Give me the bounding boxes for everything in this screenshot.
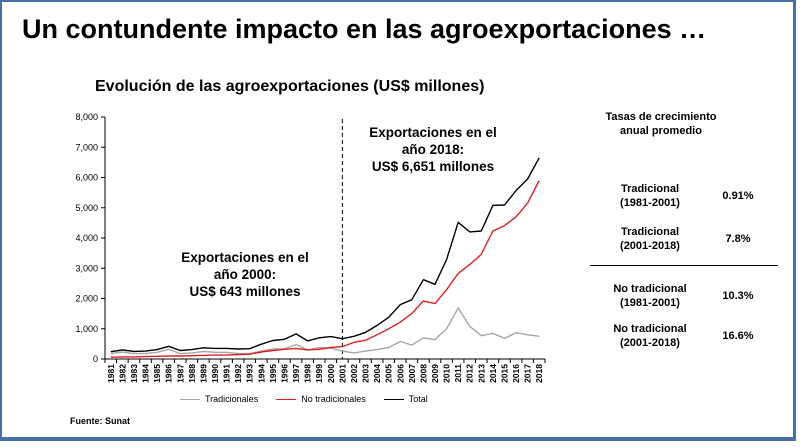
- source-note: Fuente: Sunat: [70, 416, 130, 426]
- slide-title: Un contundente impacto en las agroexport…: [22, 14, 707, 44]
- legend-label: Tradicionales: [205, 394, 259, 404]
- x-tick-label: 2002: [349, 364, 359, 383]
- x-tick-label: 1989: [198, 364, 208, 383]
- annotation-2018-line-3: US$ 6,651 millones: [371, 159, 495, 174]
- x-tick-label: 2017: [523, 364, 533, 383]
- annotation-2018-line-1: Exportaciones en el: [369, 125, 497, 140]
- rates-divider: [590, 265, 778, 266]
- rate-value: 7.8%: [725, 233, 751, 245]
- series-line-total: [110, 157, 540, 353]
- rate-label-period: (2001-2018): [620, 240, 680, 252]
- x-tick-label: 1981: [106, 364, 116, 383]
- x-tick-label: 2015: [499, 364, 509, 383]
- legend-swatch: [383, 398, 404, 400]
- x-tick-label: 2000: [326, 364, 336, 383]
- legend-item-tradicionales: Tradicionales: [180, 394, 258, 404]
- annotation-2018-line-2: año 2018:: [401, 142, 465, 157]
- series-line-tradicionales: [110, 307, 540, 355]
- x-tick-label: 2004: [372, 364, 382, 383]
- x-tick-label: 1993: [245, 364, 255, 383]
- legend-swatch: [180, 398, 200, 400]
- x-tick-label: 1988: [187, 364, 197, 383]
- y-tick-label: 1,000: [75, 324, 98, 334]
- rate-label-line: Tradicional: [620, 226, 680, 238]
- x-tick-label: 2010: [442, 364, 452, 383]
- x-tick-label: 1998: [303, 364, 313, 383]
- y-tick-label: 7,000: [75, 142, 98, 152]
- rate-label-period: (2001-2018): [620, 337, 680, 349]
- growth-rates-heading-line-1: Tasas de crecimiento: [605, 111, 717, 123]
- rate-label-period: (1981-2001): [620, 297, 680, 309]
- x-tick-label: 2001: [337, 364, 347, 383]
- rate-value: 0.91%: [722, 190, 754, 202]
- y-tick-label: 2,000: [75, 294, 98, 304]
- x-tick-label: 1997: [291, 364, 301, 383]
- x-tick-label: 1987: [175, 364, 185, 383]
- x-tick-label: 2007: [407, 364, 417, 383]
- annotation-2000-line-3: US$ 643 millones: [189, 284, 301, 299]
- legend-item-total: Total: [383, 394, 428, 404]
- chart-title: Evolución de las agroexportaciones (US$ …: [95, 78, 485, 95]
- rate-label-line: Tradicional: [620, 183, 680, 195]
- x-tick-label: 1994: [256, 364, 266, 383]
- x-tick-label: 2016: [511, 364, 521, 383]
- rate-label: Tradicional (2001-2018): [590, 225, 710, 253]
- x-tick-label: 1992: [233, 364, 243, 383]
- legend-item-no-tradicionales: No tradicionales: [276, 394, 366, 404]
- annotation-2000-line-1: Exportaciones en el: [181, 250, 309, 265]
- rate-value: 16.6%: [722, 330, 754, 342]
- growth-rates-heading: Tasas de crecimiento anual promedio: [576, 110, 746, 138]
- x-tick-label: 1990: [210, 364, 220, 383]
- x-tick-label: 2003: [361, 364, 371, 383]
- growth-rates-panel: Tasas de crecimiento anual promedio Trad…: [590, 110, 790, 349]
- annotation-2000-line-2: año 2000:: [213, 267, 277, 282]
- rate-label: Tradicional (1981-2001): [590, 182, 710, 210]
- chart-legend: Tradicionales No tradicionales Total: [180, 394, 428, 404]
- annotation-2000: Exportaciones en el año 2000: US$ 643 mi…: [165, 249, 325, 300]
- rate-value: 10.3%: [722, 290, 754, 302]
- legend-label: Total: [408, 394, 428, 404]
- y-tick-label: 6,000: [75, 173, 98, 183]
- annotation-2018: Exportaciones en el año 2018: US$ 6,651 …: [348, 124, 518, 175]
- x-tick-label: 2012: [465, 364, 475, 383]
- x-tick-label: 2011: [453, 364, 463, 383]
- x-tick-label: 2013: [476, 364, 486, 383]
- y-tick-label: 5,000: [75, 203, 98, 213]
- x-tick-label: 1985: [152, 364, 162, 383]
- rate-label-period: (1981-2001): [620, 197, 680, 209]
- x-tick-label: 2006: [395, 364, 405, 383]
- rate-label-line: No tradicional: [613, 323, 687, 335]
- x-tick-label: 1999: [314, 364, 324, 383]
- y-tick-label: 4,000: [75, 233, 98, 243]
- x-tick-label: 2009: [430, 364, 440, 383]
- rate-label: No tradicional (1981-2001): [590, 282, 710, 310]
- y-tick-label: 0: [93, 354, 98, 364]
- x-tick-label: 2018: [534, 364, 544, 383]
- x-tick-label: 1996: [279, 364, 289, 383]
- x-tick-label: 1991: [222, 364, 232, 383]
- series-line-no-tradicionales: [110, 180, 540, 358]
- growth-rates-heading-line-2: anual promedio: [620, 125, 702, 137]
- x-tick-label: 2008: [418, 364, 428, 383]
- x-tick-label: 1982: [117, 364, 127, 383]
- y-tick-label: 8,000: [75, 112, 98, 122]
- x-tick-label: 1995: [268, 364, 278, 383]
- x-tick-label: 2005: [384, 364, 394, 383]
- rate-label-line: No tradicional: [613, 283, 687, 295]
- x-tick-label: 1983: [129, 364, 139, 383]
- legend-swatch: [276, 398, 297, 400]
- x-tick-label: 1986: [164, 364, 174, 383]
- legend-label: No tradicionales: [301, 394, 366, 404]
- rate-label: No tradicional (2001-2018): [590, 322, 710, 350]
- x-tick-label: 2014: [488, 364, 498, 383]
- y-tick-label: 3,000: [75, 263, 98, 273]
- x-tick-label: 1984: [141, 364, 151, 383]
